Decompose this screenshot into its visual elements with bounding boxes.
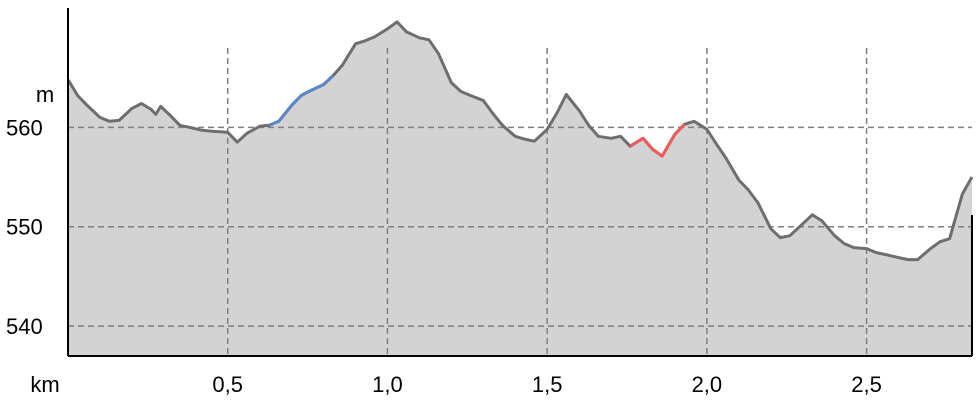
y-axis-label: m <box>36 82 54 107</box>
y-tick-label: 540 <box>6 314 43 339</box>
x-tick-label: 2,0 <box>692 372 723 397</box>
y-tick-label: 550 <box>6 215 43 240</box>
area-layer <box>68 21 972 357</box>
x-tick-label: 1,0 <box>372 372 403 397</box>
axis-layer <box>67 8 973 357</box>
elevation-area <box>68 21 972 357</box>
x-tick-label: 1,5 <box>532 372 563 397</box>
y-tick-label: 560 <box>6 115 43 140</box>
highlight-segment <box>629 123 686 158</box>
highlight-segment <box>268 74 335 127</box>
elevation-line <box>66 20 974 262</box>
x-tick-label: 0,5 <box>212 372 243 397</box>
x-tick-label: 2,5 <box>851 372 882 397</box>
tick-layer: km m 0,5 1,0 1,5 2,0 2,5 540 550 560 <box>6 82 882 397</box>
line-layer <box>66 20 974 262</box>
grid-layer <box>68 48 972 356</box>
x-axis-label: km <box>30 372 59 397</box>
